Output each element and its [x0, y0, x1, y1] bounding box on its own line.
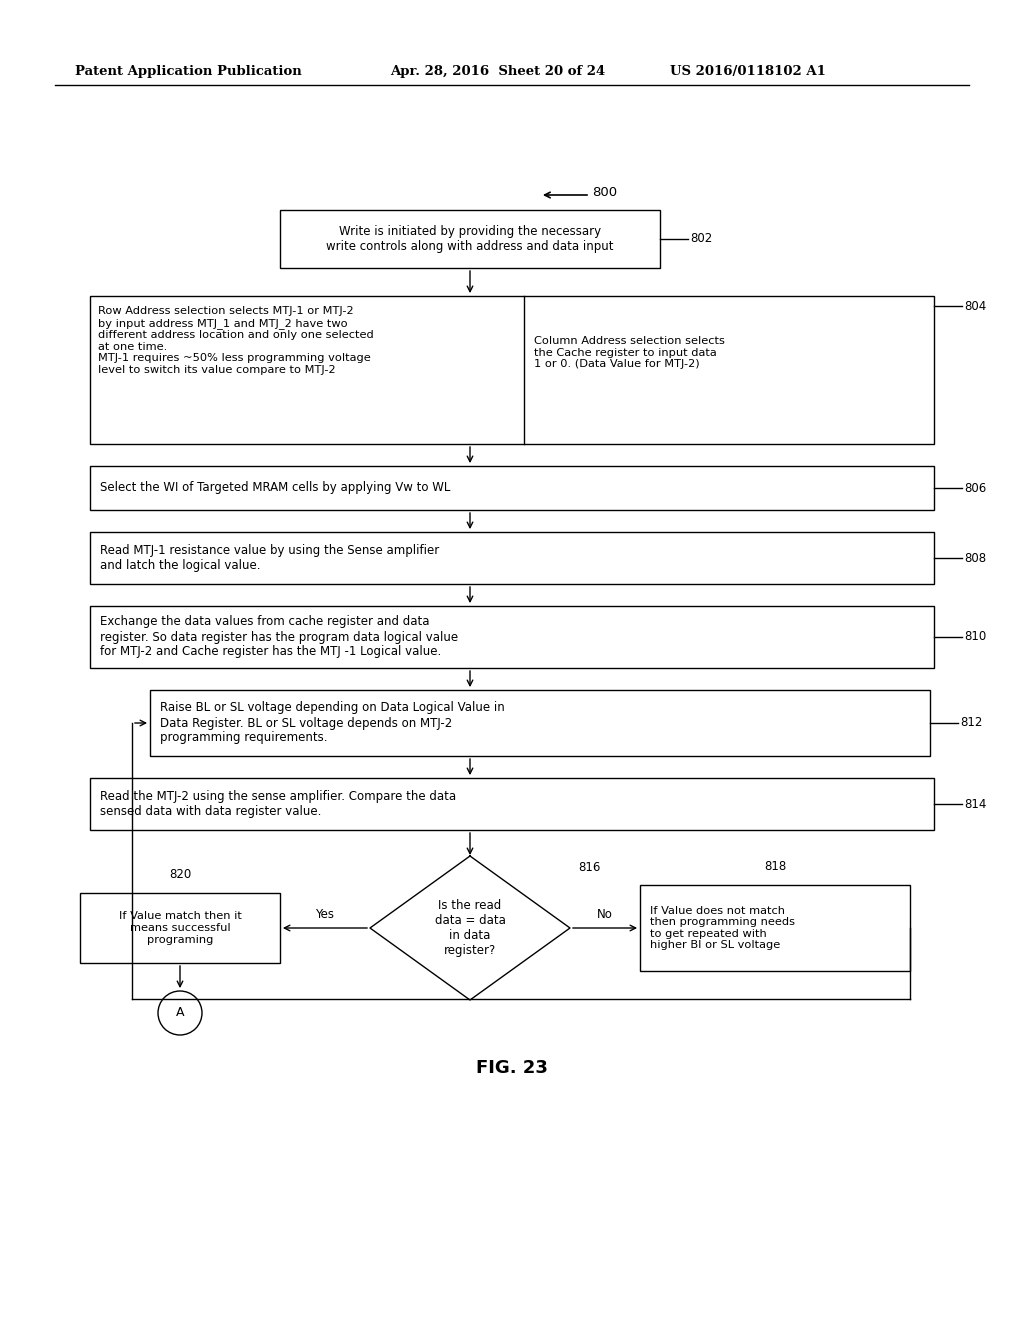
- Text: Patent Application Publication: Patent Application Publication: [75, 66, 302, 78]
- Bar: [640, 884, 910, 972]
- Text: 800: 800: [592, 186, 617, 199]
- Text: Row Address selection selects MTJ-1 or MTJ-2
by input address MTJ_1 and MTJ_2 ha: Row Address selection selects MTJ-1 or M…: [98, 306, 374, 375]
- Text: 806: 806: [964, 482, 986, 495]
- Bar: [90, 296, 934, 444]
- Text: 816: 816: [578, 861, 600, 874]
- Text: No: No: [597, 908, 613, 920]
- Bar: [280, 210, 660, 268]
- Text: Apr. 28, 2016  Sheet 20 of 24: Apr. 28, 2016 Sheet 20 of 24: [390, 66, 605, 78]
- Text: Is the read
data = data
in data
register?: Is the read data = data in data register…: [434, 899, 506, 957]
- Text: Read the MTJ-2 using the sense amplifier. Compare the data
sensed data with data: Read the MTJ-2 using the sense amplifier…: [100, 789, 456, 818]
- Text: Select the WI of Targeted MRAM cells by applying Vw to WL: Select the WI of Targeted MRAM cells by …: [100, 482, 451, 495]
- Text: 820: 820: [169, 869, 191, 880]
- Bar: [90, 606, 934, 668]
- Text: 818: 818: [764, 861, 786, 873]
- Text: Write is initiated by providing the necessary
write controls along with address : Write is initiated by providing the nece…: [327, 224, 613, 253]
- Bar: [150, 690, 930, 756]
- Text: FIG. 23: FIG. 23: [476, 1059, 548, 1077]
- Text: US 2016/0118102 A1: US 2016/0118102 A1: [670, 66, 826, 78]
- Text: Yes: Yes: [315, 908, 335, 920]
- Text: Column Address selection selects
the Cache register to input data
1 or 0. (Data : Column Address selection selects the Cac…: [534, 337, 725, 370]
- Text: 810: 810: [964, 631, 986, 644]
- Bar: [90, 777, 934, 830]
- Bar: [80, 894, 280, 964]
- Text: Read MTJ-1 resistance value by using the Sense amplifier
and latch the logical v: Read MTJ-1 resistance value by using the…: [100, 544, 439, 572]
- Text: 812: 812: [961, 717, 982, 730]
- Text: 802: 802: [690, 232, 713, 246]
- Text: If Value match then it
means successful
programing: If Value match then it means successful …: [119, 911, 242, 945]
- Text: Exchange the data values from cache register and data
register. So data register: Exchange the data values from cache regi…: [100, 615, 458, 659]
- Text: 814: 814: [964, 797, 986, 810]
- Text: 808: 808: [964, 552, 986, 565]
- Text: 804: 804: [964, 300, 986, 313]
- Bar: [90, 466, 934, 510]
- Text: Raise BL or SL voltage depending on Data Logical Value in
Data Register. BL or S: Raise BL or SL voltage depending on Data…: [160, 701, 505, 744]
- Bar: [90, 532, 934, 583]
- Text: A: A: [176, 1006, 184, 1019]
- Text: If Value does not match
then programming needs
to get repeated with
higher BI or: If Value does not match then programming…: [650, 906, 795, 950]
